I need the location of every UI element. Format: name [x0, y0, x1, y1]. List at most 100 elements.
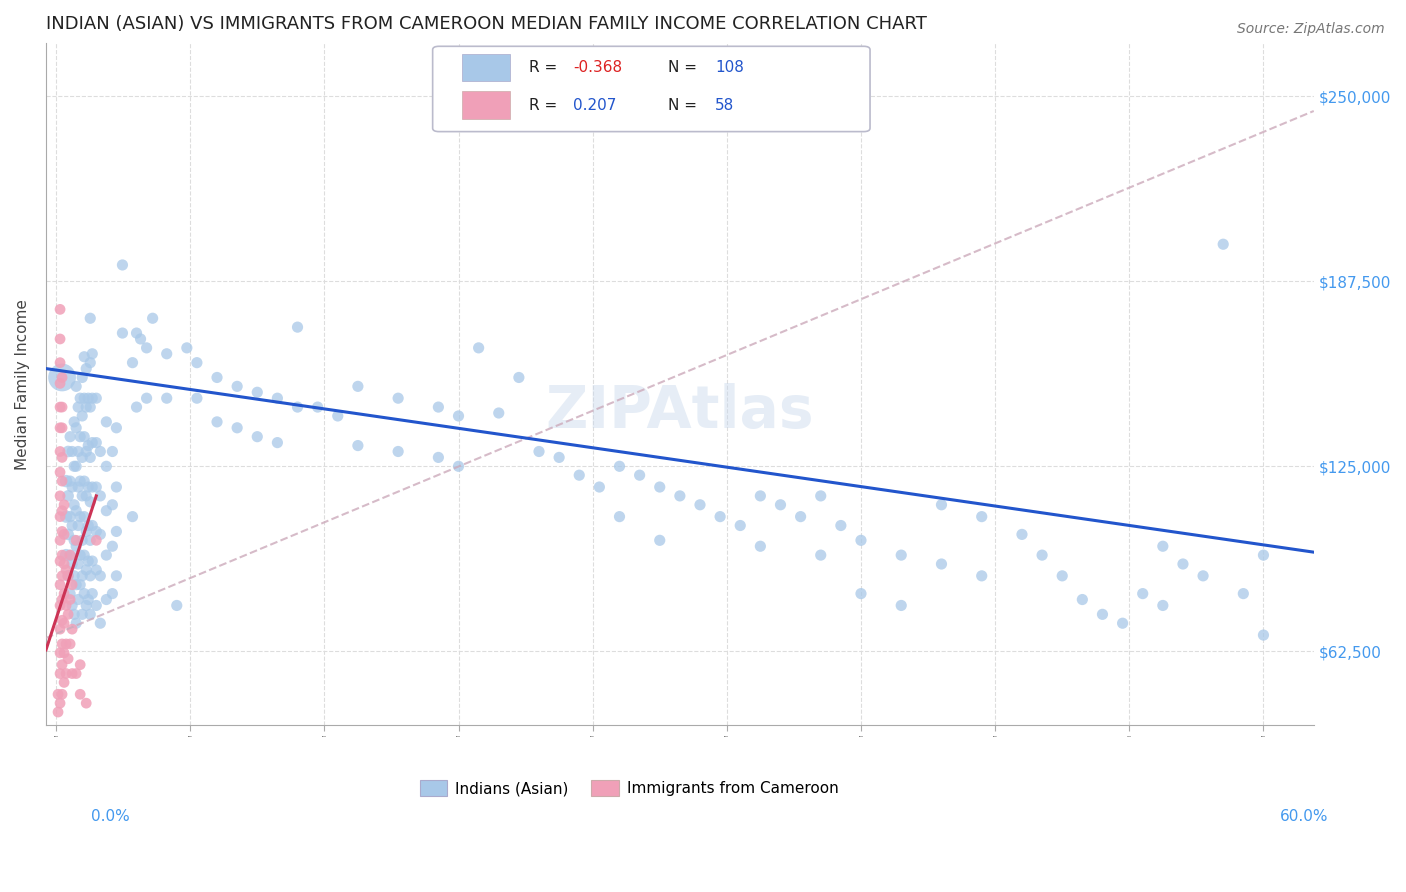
- Point: [60, 444, 83, 458]
- Point: [51, 421, 73, 435]
- Point: [121, 356, 143, 370]
- Point: [56, 489, 79, 503]
- Point: [59, 548, 82, 562]
- Point: [609, 509, 631, 524]
- Point: [60, 480, 83, 494]
- Point: [96, 459, 118, 474]
- Point: [55, 637, 77, 651]
- Point: [49, 444, 72, 458]
- Point: [830, 518, 852, 533]
- Point: [77, 592, 100, 607]
- Point: [890, 599, 912, 613]
- Point: [467, 341, 489, 355]
- Point: [79, 495, 101, 509]
- FancyBboxPatch shape: [433, 46, 870, 132]
- Point: [73, 430, 96, 444]
- Point: [59, 548, 82, 562]
- Point: [65, 379, 87, 393]
- Point: [53, 527, 76, 541]
- Point: [96, 548, 118, 562]
- Point: [427, 450, 450, 465]
- Point: [51, 548, 73, 562]
- Point: [82, 586, 104, 600]
- Point: [287, 320, 309, 334]
- Point: [67, 480, 90, 494]
- Point: [49, 696, 72, 710]
- Point: [55, 599, 77, 613]
- Point: [55, 509, 77, 524]
- Point: [82, 554, 104, 568]
- Point: [387, 391, 409, 405]
- Point: [111, 326, 134, 340]
- Point: [53, 675, 76, 690]
- Point: [287, 400, 309, 414]
- Point: [105, 421, 128, 435]
- Point: [931, 557, 953, 571]
- Point: [105, 569, 128, 583]
- Point: [75, 489, 97, 503]
- Point: [186, 391, 208, 405]
- Point: [82, 347, 104, 361]
- Point: [49, 356, 72, 370]
- Point: [56, 652, 79, 666]
- Text: 0.207: 0.207: [574, 97, 617, 112]
- Point: [548, 450, 571, 465]
- Point: [101, 586, 124, 600]
- Point: [1192, 569, 1215, 583]
- Point: [226, 421, 249, 435]
- Point: [1171, 557, 1194, 571]
- Point: [69, 578, 91, 592]
- Point: [226, 379, 249, 393]
- Point: [46, 687, 69, 701]
- Text: 108: 108: [716, 60, 744, 75]
- Point: [105, 480, 128, 494]
- Point: [849, 586, 872, 600]
- Point: [628, 468, 651, 483]
- Point: [488, 406, 510, 420]
- Point: [135, 391, 157, 405]
- Point: [51, 370, 73, 384]
- Point: [65, 504, 87, 518]
- Point: [890, 548, 912, 562]
- Point: [73, 350, 96, 364]
- Point: [266, 435, 288, 450]
- Point: [63, 498, 86, 512]
- Point: [142, 311, 165, 326]
- Point: [79, 607, 101, 622]
- Point: [55, 563, 77, 577]
- Point: [77, 518, 100, 533]
- Point: [69, 509, 91, 524]
- Point: [49, 489, 72, 503]
- Point: [49, 302, 72, 317]
- Point: [70, 370, 93, 384]
- Point: [53, 586, 76, 600]
- Point: [73, 474, 96, 488]
- Point: [51, 687, 73, 701]
- Point: [51, 569, 73, 583]
- Point: [70, 409, 93, 423]
- Point: [65, 533, 87, 548]
- Point: [77, 480, 100, 494]
- Point: [79, 533, 101, 548]
- Point: [60, 578, 83, 592]
- Point: [60, 599, 83, 613]
- Point: [67, 557, 90, 571]
- Point: [77, 439, 100, 453]
- Point: [1111, 616, 1133, 631]
- Point: [1253, 548, 1275, 562]
- Point: [1132, 586, 1154, 600]
- Point: [82, 435, 104, 450]
- Point: [769, 498, 792, 512]
- Point: [51, 474, 73, 488]
- Point: [89, 489, 111, 503]
- Point: [129, 332, 152, 346]
- Point: [326, 409, 349, 423]
- Point: [73, 548, 96, 562]
- Point: [447, 459, 470, 474]
- Point: [56, 607, 79, 622]
- Point: [63, 569, 86, 583]
- Point: [70, 607, 93, 622]
- Point: [63, 459, 86, 474]
- Point: [205, 415, 228, 429]
- Point: [648, 480, 671, 494]
